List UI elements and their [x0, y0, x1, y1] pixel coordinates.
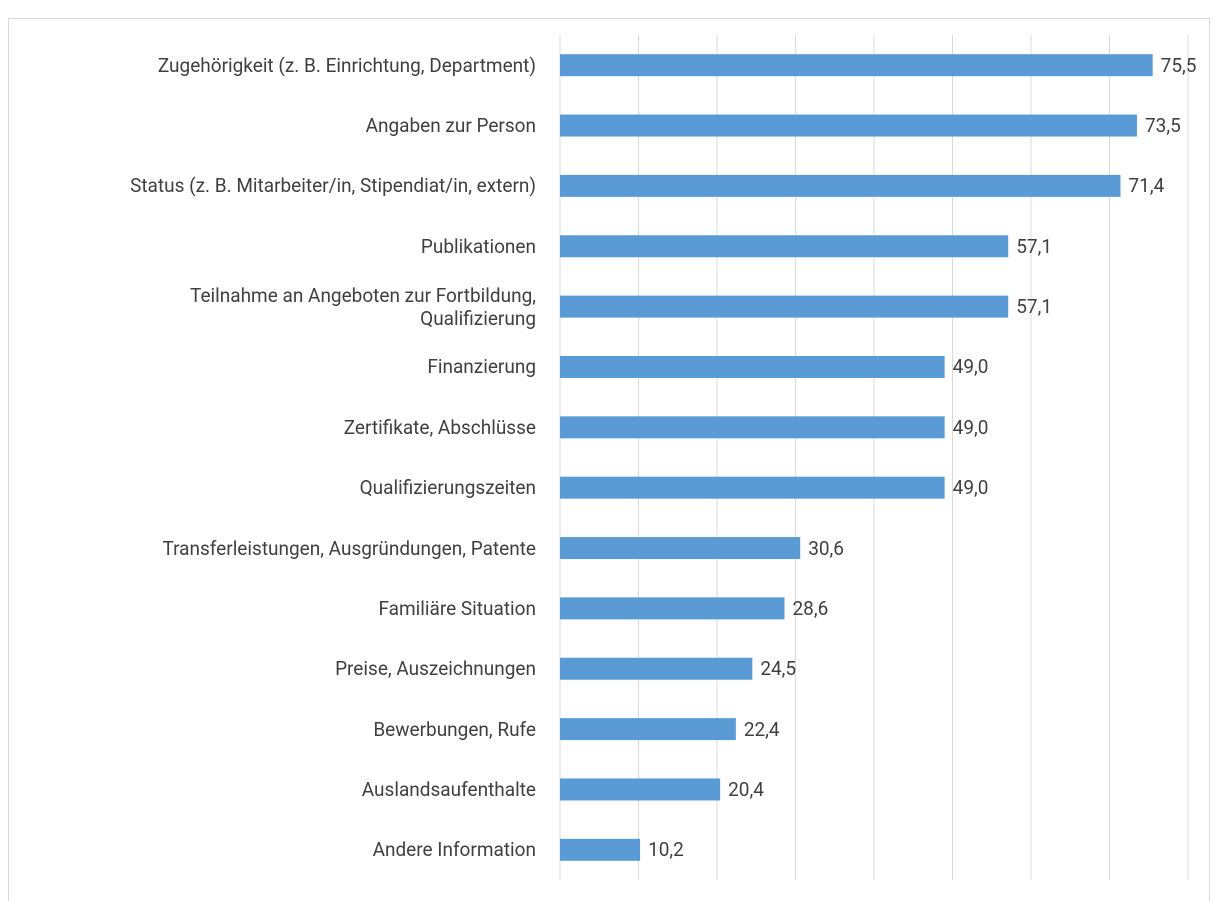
- y-tick-label: Qualifizierungszeiten: [359, 476, 536, 500]
- y-tick-label: Andere Information: [372, 838, 536, 862]
- data-label: 49,0: [952, 415, 989, 439]
- data-label: 57,1: [1016, 234, 1053, 258]
- bar: [560, 597, 785, 620]
- bar: [560, 355, 945, 378]
- data-label: 24,5: [760, 657, 797, 681]
- y-tick-label: Auslandsaufenthalte: [361, 777, 536, 801]
- data-label: 22,4: [743, 717, 780, 741]
- bar: [560, 657, 753, 680]
- y-tick-label: Transferleistungen, Ausgründungen, Paten…: [162, 536, 536, 560]
- y-tick-label: Familiäre Situation: [378, 596, 536, 620]
- data-label: 75,5: [1160, 53, 1197, 77]
- data-label: 57,1: [1016, 295, 1053, 319]
- y-tick-label: Teilnahme an Angeboten zur Fortbildung, …: [190, 283, 536, 330]
- y-tick-label: Bewerbungen, Rufe: [373, 717, 536, 741]
- y-tick-label: Status (z. B. Mitarbeiter/in, Stipendiat…: [130, 174, 536, 198]
- bar: [560, 537, 801, 560]
- bar: [560, 54, 1153, 77]
- data-label: 20,4: [728, 777, 764, 801]
- bar: [560, 778, 721, 801]
- data-label: 49,0: [952, 355, 989, 379]
- bar: [560, 235, 1009, 258]
- y-tick-label: Finanzierung: [427, 355, 536, 379]
- bar: [560, 838, 641, 861]
- frame: [8, 18, 1210, 901]
- y-tick-label: Angaben zur Person: [365, 114, 536, 138]
- y-tick-label: Publikationen: [420, 234, 536, 258]
- bar: [560, 174, 1121, 197]
- data-label: 10,2: [648, 838, 684, 862]
- data-label: 73,5: [1144, 114, 1181, 138]
- data-label: 28,6: [792, 596, 829, 620]
- bar: [560, 476, 945, 499]
- bar: [560, 416, 945, 439]
- bar: [560, 718, 736, 741]
- data-label: 30,6: [808, 536, 844, 560]
- y-tick-label: Preise, Auszeichnungen: [335, 657, 536, 681]
- data-label: 49,0: [952, 476, 989, 500]
- bar: [560, 295, 1009, 318]
- y-tick-label: Zugehörigkeit (z. B. Einrichtung, Depart…: [157, 53, 536, 77]
- data-label: 71,4: [1128, 174, 1165, 198]
- y-tick-label: Zertifikate, Abschlüsse: [343, 415, 536, 439]
- bar: [560, 114, 1137, 137]
